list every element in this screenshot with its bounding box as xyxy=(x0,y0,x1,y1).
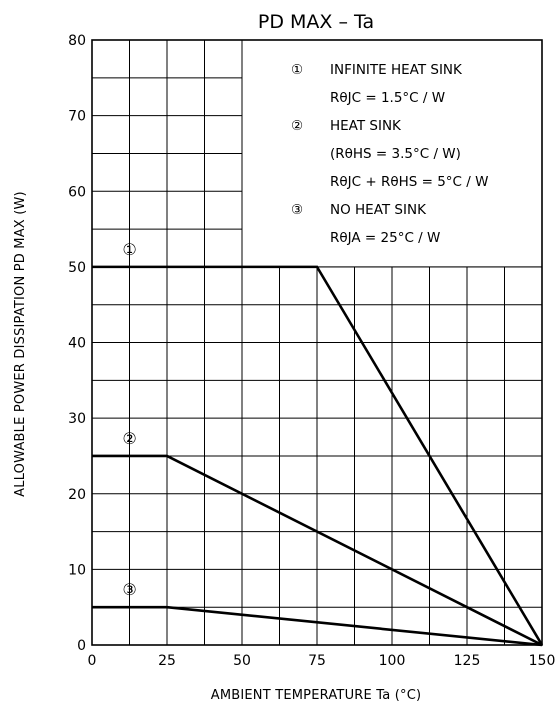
y-axis-title: ALLOWABLE POWER DISSIPATION PD MAX (W) xyxy=(13,191,28,497)
series-lines xyxy=(92,265,544,647)
x-tick-label: 150 xyxy=(529,653,556,669)
chart-title: PD MAX – Ta xyxy=(258,11,374,33)
legend: ① INFINITE HEAT SINK RθJC = 1.5°C / W ② HEAT… xyxy=(241,40,542,268)
y-tick-labels: 0 10 20 30 40 50 60 70 80 xyxy=(68,33,86,654)
legend-number: ② xyxy=(291,118,303,134)
y-tick-label: 40 xyxy=(68,336,86,352)
x-tick-label: 50 xyxy=(233,653,251,669)
x-tick-labels: 0 25 50 75 100 125 150 xyxy=(88,653,556,669)
curve-marker-3: ③ xyxy=(122,580,136,599)
y-tick-label: 10 xyxy=(68,562,86,578)
curve-marker-1: ① xyxy=(122,240,136,259)
legend-entry: NO HEAT SINK xyxy=(330,202,427,218)
series-line-2 xyxy=(92,454,543,647)
x-tick-label: 100 xyxy=(379,653,406,669)
x-axis-title: AMBIENT TEMPERATURE Ta (°C) xyxy=(211,688,422,703)
legend-number: ③ xyxy=(291,202,303,218)
y-tick-label: 80 xyxy=(68,33,86,49)
legend-entry: HEAT SINK xyxy=(330,118,402,134)
plot-frame xyxy=(91,39,543,646)
y-tick-label: 20 xyxy=(68,487,86,503)
legend-entry: RθJA = 25°C / W xyxy=(330,230,440,246)
legend-entry: RθJC = 1.5°C / W xyxy=(330,90,445,106)
x-tick-label: 125 xyxy=(454,653,481,669)
curve-marker-2: ② xyxy=(122,429,136,448)
x-tick-label: 75 xyxy=(308,653,326,669)
legend-entry: (RθHS = 3.5°C / W) xyxy=(330,146,461,162)
series-line-1 xyxy=(92,265,544,646)
curve-markers: ① ② ③ xyxy=(122,240,136,599)
y-tick-label: 50 xyxy=(68,260,86,276)
x-tick-label: 25 xyxy=(158,653,176,669)
legend-entry: INFINITE HEAT SINK xyxy=(330,62,463,78)
y-tick-label: 60 xyxy=(68,184,86,200)
y-tick-label: 0 xyxy=(77,638,86,654)
x-tick-label: 0 xyxy=(88,653,97,669)
legend-box xyxy=(242,40,542,267)
legend-number: ① xyxy=(291,62,303,78)
legend-entry: RθJC + RθHS = 5°C / W xyxy=(330,174,488,190)
y-tick-label: 70 xyxy=(68,109,86,125)
y-tick-label: 30 xyxy=(68,411,86,427)
series-line-3 xyxy=(92,605,543,647)
